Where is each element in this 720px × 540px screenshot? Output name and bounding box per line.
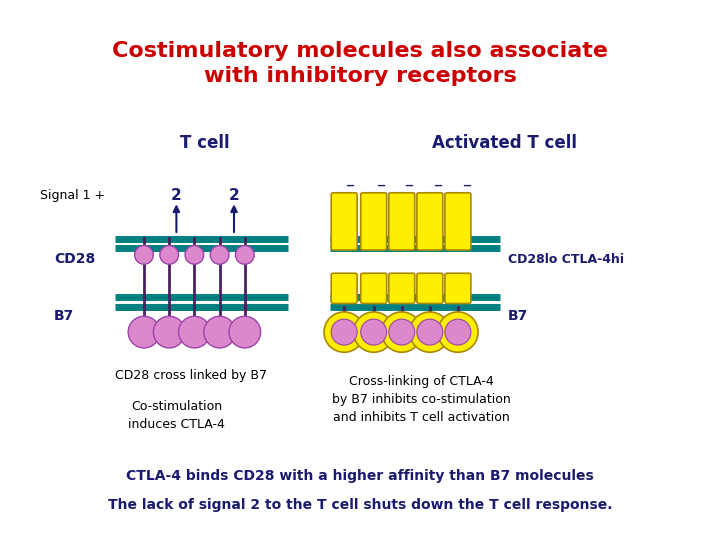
FancyBboxPatch shape [361, 193, 387, 250]
Ellipse shape [410, 312, 450, 352]
Text: 2: 2 [171, 188, 181, 203]
Text: Co-stimulation
induces CTLA-4: Co-stimulation induces CTLA-4 [128, 400, 225, 431]
Text: –: – [376, 176, 384, 194]
Text: with inhibitory receptors: with inhibitory receptors [204, 65, 516, 86]
Ellipse shape [185, 246, 204, 264]
Text: T cell: T cell [181, 134, 230, 152]
FancyBboxPatch shape [361, 273, 387, 303]
Text: 2: 2 [229, 188, 239, 203]
Ellipse shape [361, 319, 387, 345]
Text: B7: B7 [54, 309, 74, 323]
Ellipse shape [445, 319, 471, 345]
Text: B7: B7 [508, 309, 528, 323]
Ellipse shape [354, 312, 394, 352]
Ellipse shape [389, 319, 415, 345]
Ellipse shape [331, 319, 357, 345]
FancyBboxPatch shape [445, 193, 471, 250]
Ellipse shape [135, 246, 153, 264]
Ellipse shape [179, 316, 210, 348]
Text: –: – [462, 176, 471, 194]
Ellipse shape [235, 246, 254, 264]
Text: –: – [405, 176, 413, 194]
Ellipse shape [204, 316, 235, 348]
Text: The lack of signal 2 to the T cell shuts down the T cell response.: The lack of signal 2 to the T cell shuts… [108, 498, 612, 512]
FancyBboxPatch shape [417, 273, 443, 303]
Ellipse shape [382, 312, 422, 352]
FancyBboxPatch shape [331, 193, 357, 250]
Ellipse shape [324, 312, 364, 352]
Ellipse shape [128, 316, 160, 348]
FancyBboxPatch shape [445, 273, 471, 303]
Text: Costimulatory molecules also associate: Costimulatory molecules also associate [112, 41, 608, 62]
Ellipse shape [153, 316, 185, 348]
FancyBboxPatch shape [331, 273, 357, 303]
Ellipse shape [438, 312, 478, 352]
Ellipse shape [160, 246, 179, 264]
Text: CTLA-4 binds CD28 with a higher affinity than B7 molecules: CTLA-4 binds CD28 with a higher affinity… [126, 469, 594, 483]
Text: CD28lo CTLA-4hi: CD28lo CTLA-4hi [508, 253, 624, 266]
Text: –: – [345, 176, 354, 194]
FancyBboxPatch shape [417, 193, 443, 250]
Ellipse shape [417, 319, 443, 345]
Ellipse shape [210, 246, 229, 264]
Text: Cross-linking of CTLA-4
by B7 inhibits co-stimulation
and inhibits T cell activa: Cross-linking of CTLA-4 by B7 inhibits c… [332, 375, 510, 424]
Text: Signal 1 +: Signal 1 + [40, 189, 104, 202]
FancyBboxPatch shape [389, 193, 415, 250]
Text: CD28 cross linked by B7: CD28 cross linked by B7 [114, 369, 267, 382]
FancyBboxPatch shape [389, 273, 415, 303]
Text: –: – [433, 176, 442, 194]
Text: Activated T cell: Activated T cell [432, 134, 577, 152]
Ellipse shape [229, 316, 261, 348]
Text: CD28: CD28 [54, 252, 95, 266]
